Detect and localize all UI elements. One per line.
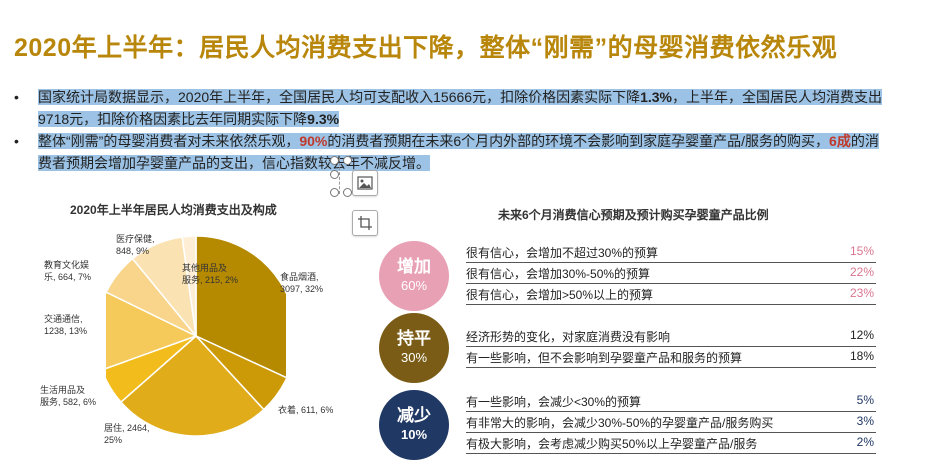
pie-label-clothing: 衣着, 611, 6%: [278, 405, 334, 415]
circle-label: 持平: [397, 329, 431, 348]
row-text: 很有信心，会增加>50%以上的预算: [466, 288, 654, 302]
confidence-row: 有一些影响，会减少<30%的预算 5%: [466, 391, 876, 412]
row-percent: 23%: [849, 286, 874, 300]
highlight-value: 6成: [829, 133, 851, 149]
highlight-value: 1.3%: [640, 89, 672, 105]
selection-handle[interactable]: [330, 156, 339, 165]
circle-percent: 10%: [400, 427, 428, 442]
confidence-row: 很有信心，会增加30%-50%的预算 22%: [466, 263, 876, 284]
pie-label-daily: 生活用品及 服务, 582, 6%: [40, 385, 97, 407]
confidence-row: 很有信心，会增加不超过30%的预算 15%: [466, 242, 876, 263]
pie-label-other: 其他用品及 服务, 215, 2%: [182, 263, 239, 285]
text-span: 的消费者预期在未来6个月内外部的环境不会影响到家庭孕婴童产品/服务的购买，: [327, 133, 830, 149]
row-text: 很有信心，会增加不超过30%的预算: [466, 246, 659, 260]
pie-slice-3: [106, 335, 197, 404]
bullet-text-1[interactable]: 国家统计局数据显示，2020年上半年，全国居民人均可支配收入15666元，扣除价…: [38, 89, 882, 127]
pie-label-food: 食品烟酒, 3097, 32%: [280, 272, 324, 294]
confidence-row: 有一些影响，但不会影响到孕婴童产品和服务的预算 18%: [466, 347, 876, 368]
row-percent: 12%: [849, 328, 874, 342]
circle-label: 减少: [397, 406, 431, 425]
crop-icon[interactable]: [352, 210, 378, 236]
row-text: 很有信心，会增加30%-50%的预算: [466, 267, 651, 281]
pie-label-housing: 居住, 2464, 25%: [104, 423, 150, 445]
confidence-row: 有极大影响，会考虑减少购买50%以上孕婴童产品/服务 2%: [466, 433, 876, 454]
selection-handle[interactable]: [330, 188, 339, 197]
pie-slice-2: [119, 334, 265, 437]
pie-chart-title: 2020年上半年居民人均消费支出及构成: [70, 203, 277, 217]
pie-label-transport: 交通通信, 1238, 13%: [44, 314, 88, 336]
selection-handle[interactable]: [343, 156, 352, 165]
row-percent: 15%: [849, 244, 874, 258]
bullet-item-2[interactable]: • 整体“刚需”的母婴消费者对未来依然乐观，90%的消费者预期在未来6个月内外部…: [14, 130, 884, 174]
row-percent: 22%: [849, 265, 874, 279]
text-span: 国家统计局数据显示，2020年上半年，全国居民人均可支配收入15666元，扣除价…: [38, 89, 641, 105]
bullet-dot: •: [14, 89, 19, 105]
pie-label-medical: 医疗保健, 848, 9%: [116, 234, 155, 256]
pie-slice-7: [181, 235, 197, 337]
row-percent: 5%: [856, 393, 874, 407]
pie-label-education: 教育文化娱 乐, 664, 7%: [44, 260, 92, 282]
circle-increase: 增加 60%: [379, 241, 449, 311]
page-title: 2020年上半年：居民人均消费支出下降，整体“刚需”的母婴消费依然乐观: [14, 34, 838, 62]
row-percent: 2%: [856, 435, 874, 449]
selection-guide: [339, 158, 341, 194]
pie-slice-4: [106, 291, 198, 370]
text-span: ，上半年，全国居民人均消费支出9718元，扣除价格因素比去年同期实际下降: [38, 89, 882, 127]
row-text: 有一些影响，会减少<30%的预算: [466, 395, 642, 409]
bullet-text-2[interactable]: 整体“刚需”的母婴消费者对未来依然乐观，90%的消费者预期在未来6个月内外部的环…: [38, 133, 879, 171]
row-text: 经济形势的变化，对家庭消费没有影响: [466, 330, 671, 344]
image-icon[interactable]: [352, 170, 378, 196]
bullet-dot: •: [14, 133, 19, 149]
selection-handle[interactable]: [330, 170, 339, 179]
row-text: 有非常大的影响，会减少30%-50%的孕婴童产品/服务购买: [466, 416, 774, 430]
circle-label: 增加: [397, 257, 431, 276]
pie-chart: [106, 235, 286, 437]
row-percent: 18%: [849, 349, 874, 363]
text-span: 整体“刚需”的母婴消费者对未来依然乐观，: [38, 133, 300, 149]
circle-percent: 30%: [400, 350, 428, 365]
selection-handle[interactable]: [343, 188, 352, 197]
circle-decrease: 减少 10%: [379, 390, 449, 460]
row-percent: 3%: [856, 414, 874, 428]
confidence-row: 有非常大的影响，会减少30%-50%的孕婴童产品/服务购买 3%: [466, 412, 876, 433]
confidence-row: 经济形势的变化，对家庭消费没有影响 12%: [466, 326, 876, 347]
confidence-title: 未来6个月消费信心预期及预计购买孕婴童产品比例: [498, 208, 769, 222]
pie-slice-0: [195, 235, 286, 379]
highlight-value: 90%: [299, 133, 328, 149]
bullet-item-1[interactable]: • 国家统计局数据显示，2020年上半年，全国居民人均可支配收入15666元，扣…: [14, 86, 884, 130]
row-text: 有极大影响，会考虑减少购买50%以上孕婴童产品/服务: [466, 437, 758, 451]
confidence-row: 很有信心，会增加>50%以上的预算 23%: [466, 284, 876, 305]
circle-percent: 60%: [400, 278, 428, 293]
highlight-value: 9.3%: [307, 111, 340, 127]
row-text: 有一些影响，但不会影响到孕婴童产品和服务的预算: [466, 351, 743, 365]
circle-flat: 持平 30%: [379, 313, 449, 383]
bullet-list[interactable]: • 国家统计局数据显示，2020年上半年，全国居民人均可支配收入15666元，扣…: [14, 86, 884, 174]
